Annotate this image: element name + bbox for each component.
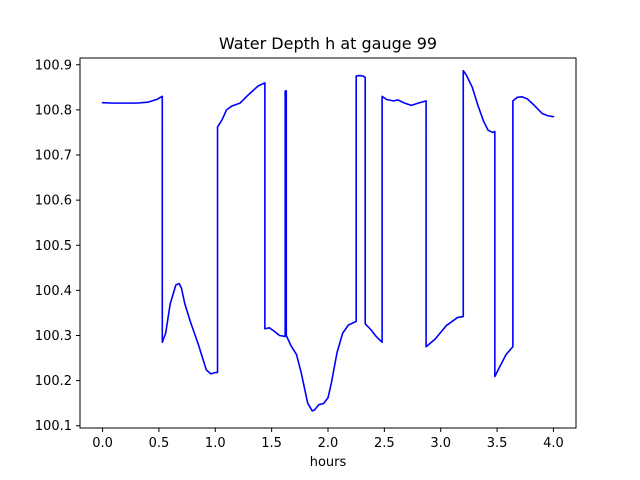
x-tick-label: 2.5 — [374, 436, 395, 451]
series-layer — [101, 69, 555, 412]
series-line — [101, 69, 555, 412]
x-tick-label: 2.0 — [318, 436, 339, 451]
y-tick-label: 100.6 — [35, 194, 72, 209]
y-tick-label: 100.2 — [35, 374, 72, 389]
y-axis: 100.1 100.2 100.3 100.4 100.5 100.6 100.7 100.8… — [35, 58, 80, 434]
x-tick-label: 3.0 — [430, 436, 451, 451]
plot-area — [79, 57, 577, 429]
chart-title: Water Depth h at gauge 99 — [219, 34, 437, 53]
x-tick-label: 0.5 — [149, 436, 170, 451]
x-tick-label: 3.5 — [487, 436, 508, 451]
x-tick-label: 1.5 — [261, 436, 282, 451]
x-tick-label: 1.0 — [205, 436, 226, 451]
x-tick-label: 0.0 — [92, 436, 113, 451]
y-tick-label: 100.9 — [35, 58, 72, 73]
y-tick-label: 100.3 — [35, 329, 72, 344]
x-axis: 0.0 0.5 1.0 1.5 2.0 2.5 3.0 3.5 4.0 — [92, 428, 564, 451]
y-tick-label: 100.4 — [35, 284, 72, 299]
plot-frame — [79, 57, 577, 429]
y-tick-label: 100.8 — [35, 103, 72, 118]
x-tick-label: 4.0 — [543, 436, 564, 451]
y-tick-label: 100.7 — [35, 149, 72, 164]
y-tick-label: 100.1 — [35, 419, 72, 434]
x-axis-label: hours — [310, 455, 347, 470]
y-tick-label: 100.5 — [35, 239, 72, 254]
